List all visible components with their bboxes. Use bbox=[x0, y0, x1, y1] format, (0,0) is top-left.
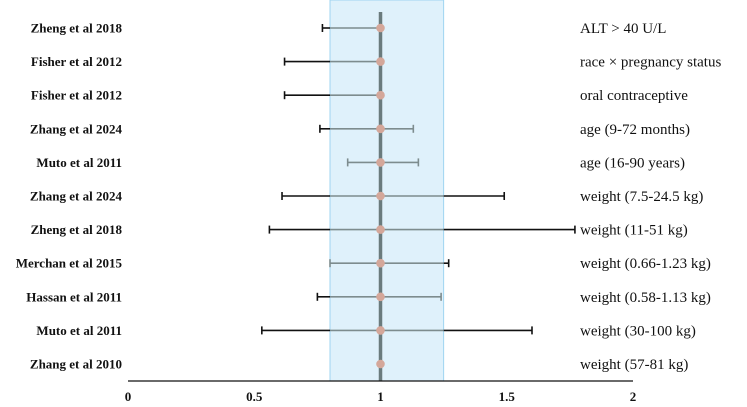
covariate-label: oral contraceptive bbox=[580, 88, 688, 104]
points-group bbox=[376, 23, 385, 369]
covariate-label: age (16-90 years) bbox=[580, 155, 685, 171]
point-estimate bbox=[376, 258, 385, 268]
point-estimate bbox=[376, 225, 385, 234]
study-label: Zheng et al 2018 bbox=[31, 21, 123, 36]
covariate-label: weight (30-100 kg) bbox=[580, 323, 696, 339]
point-estimate bbox=[376, 158, 385, 167]
point-estimate bbox=[376, 124, 385, 134]
study-label: Zhang et al 2024 bbox=[30, 189, 123, 204]
study-label: Zhang et al 2024 bbox=[30, 121, 123, 136]
covariate-label: weight (0.66-1.23 kg) bbox=[580, 256, 711, 272]
study-label: Muto et al 2011 bbox=[36, 155, 122, 170]
x-tick-label: 0 bbox=[125, 389, 132, 404]
x-ticks-group: 0 0.5 1 1.5 2 bbox=[125, 389, 637, 404]
point-estimate bbox=[376, 326, 385, 335]
point-estimate bbox=[376, 57, 385, 66]
covariate-label: age (9-72 months) bbox=[580, 122, 690, 138]
rows-group: Zheng et al 2018 ALT > 40 U/L Fisher et al… bbox=[16, 21, 722, 374]
covariate-label: weight (7.5-24.5 kg) bbox=[580, 189, 703, 205]
study-label: Merchan et al 2015 bbox=[16, 256, 123, 271]
x-tick-label: 1 bbox=[377, 389, 384, 404]
study-label: Fisher et al 2012 bbox=[31, 54, 122, 69]
covariate-label: ALT > 40 U/L bbox=[580, 21, 666, 37]
x-tick-label: 0.5 bbox=[246, 389, 263, 404]
study-label: Fisher et al 2012 bbox=[31, 88, 122, 103]
covariate-label: weight (11-51 kg) bbox=[580, 223, 688, 239]
covariate-label: weight (57-81 kg) bbox=[580, 357, 688, 373]
point-estimate bbox=[376, 90, 385, 100]
point-estimate bbox=[376, 191, 385, 201]
point-estimate bbox=[376, 292, 385, 302]
covariate-label: weight (0.58-1.13 kg) bbox=[580, 290, 711, 306]
study-label: Muto et al 2011 bbox=[36, 323, 122, 338]
reference-band bbox=[329, 0, 445, 382]
study-label: Zhang et al 2010 bbox=[30, 357, 122, 372]
x-tick-label: 2 bbox=[630, 389, 637, 404]
study-label: Zheng et al 2018 bbox=[31, 222, 123, 237]
x-tick-label: 1.5 bbox=[499, 389, 516, 404]
point-estimate bbox=[376, 359, 385, 369]
study-label: Hassan et al 2011 bbox=[26, 289, 122, 304]
point-estimate bbox=[376, 23, 385, 33]
covariate-label: race × pregnancy status bbox=[580, 55, 721, 71]
